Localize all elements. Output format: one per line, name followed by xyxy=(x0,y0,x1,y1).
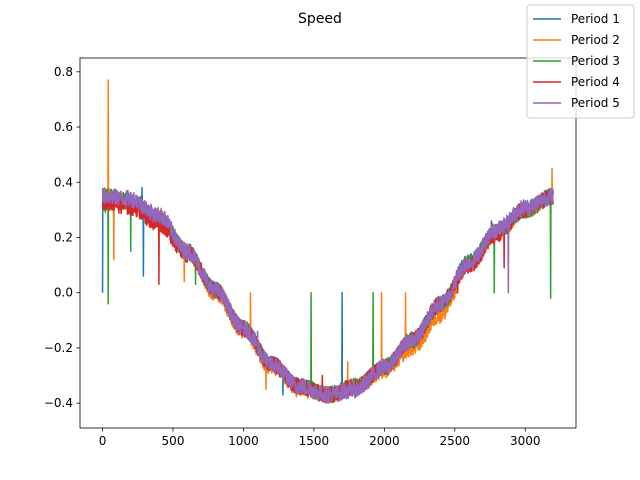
x-tick-label: 2500 xyxy=(440,434,471,448)
series-layer xyxy=(101,79,554,404)
y-tick-label: 0.6 xyxy=(54,120,73,134)
legend-label: Period 5 xyxy=(571,96,620,110)
y-tick-label: 0.4 xyxy=(54,175,73,189)
legend-box xyxy=(526,4,635,119)
x-tick-label: 500 xyxy=(162,434,185,448)
x-tick-label: 3000 xyxy=(510,434,541,448)
x-tick-label: 1000 xyxy=(228,434,259,448)
legend-label: Period 1 xyxy=(571,12,620,26)
x-axis: 0 500 1000 1500 2000 2500 3000 xyxy=(99,428,541,448)
y-tick-label: 0.0 xyxy=(54,286,73,300)
x-tick-label: 2000 xyxy=(369,434,400,448)
x-tick-label: 0 xyxy=(99,434,107,448)
legend: Period 1 Period 2 Period 3 Period 4 Period 5 xyxy=(526,4,635,119)
chart-title: Speed xyxy=(298,11,342,27)
legend-label: Period 2 xyxy=(571,33,620,47)
x-tick-label: 1500 xyxy=(299,434,330,448)
series-line-period-5 xyxy=(101,187,554,404)
legend-label: Period 3 xyxy=(571,54,620,68)
y-tick-label: −0.4 xyxy=(44,396,73,410)
plot-frame xyxy=(79,57,577,429)
y-tick-label: −0.2 xyxy=(44,341,73,355)
y-tick-label: 0.2 xyxy=(54,230,73,244)
y-axis: −0.4 −0.2 0.0 0.2 0.4 0.6 0.8 xyxy=(44,65,80,410)
y-tick-label: 0.8 xyxy=(54,65,73,79)
legend-label: Period 4 xyxy=(571,75,620,89)
